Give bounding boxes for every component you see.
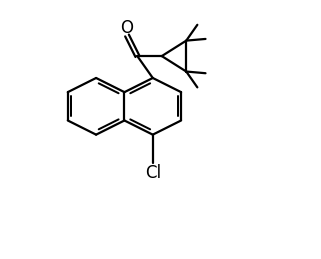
Text: O: O (120, 19, 134, 37)
Text: Cl: Cl (145, 164, 161, 182)
